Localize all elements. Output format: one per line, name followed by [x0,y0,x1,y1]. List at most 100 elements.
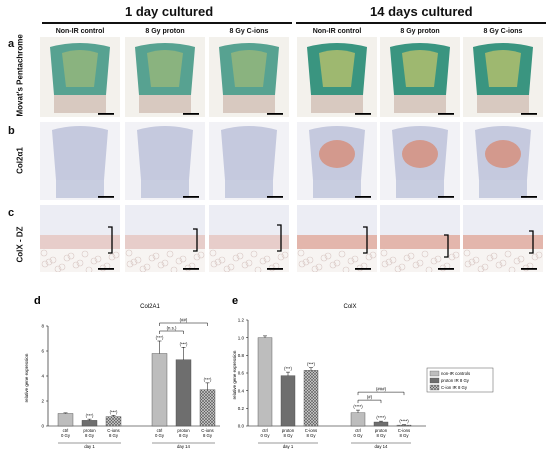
bar [280,375,296,427]
micrograph-colx-tile [40,205,120,272]
y-tick-label: 6 [41,349,44,354]
category-label: ctrl [355,428,361,433]
group-label: day 14 [375,444,389,449]
significance-label: (***) [284,366,292,371]
legend-swatch [429,370,440,377]
column-header: 8 Gy C-ions [483,28,523,35]
significance-label: (***) [204,377,212,382]
chart-col2a1: d Col2A1 relative gene expression 0 2 4 6 8 c… [24,295,220,449]
panel-letter-e: e [232,295,238,307]
comparison-label: (n.s.) [167,326,177,331]
chart-colx: e ColX relative gene expression 0.0 0.2 0.… [232,295,494,449]
bar [81,420,98,427]
group-underline-1day [42,22,292,24]
category-label: ctrl [157,428,163,433]
column-header: Non-IR control [55,28,105,35]
row-label-colx: ColX - DZ [15,226,25,263]
category-label: 0 Gy [61,433,71,438]
micrograph-col2-tile [209,122,289,200]
micrograph-movat-tile [40,37,120,117]
chart-title: Col2A1 [140,304,160,310]
y-tick-label: 0.6 [238,371,245,376]
bar [303,370,319,427]
category-label: 8 Gy [399,433,409,438]
micrograph-movat-tile [463,37,543,117]
group-label: day 1 [283,444,294,449]
micrograph-colx-tile [463,205,543,272]
category-label: 8 Gy [85,433,95,438]
micrograph-col2-tile [40,122,120,200]
category-label: proton [177,428,190,433]
column-header: 8 Gy proton [145,28,185,35]
significance-label: (***) [156,335,164,340]
y-tick-label: 1.2 [238,318,245,323]
column-header: 8 Gy proton [400,28,440,35]
y-tick-label: 2 [41,399,44,404]
group-label: day 14 [177,444,191,449]
comparison-label: (###) [376,387,387,392]
chart-title: ColX [343,304,356,310]
row-label-col2a1: Col2α1 [15,147,25,174]
category-label: 8 Gy [283,433,293,438]
category-label: 8 Gy [306,433,316,438]
micrograph-movat-tile [125,37,205,117]
y-tick-label: 0 [41,424,44,429]
column-header: Non-IR control [312,28,362,35]
category-label: 8 Gy [376,433,386,438]
category-label: proton [83,428,96,433]
category-label: proton [375,428,388,433]
panel-letter-a: a [8,38,15,50]
category-label: 8 Gy [203,433,213,438]
comparison-bracket [357,399,382,404]
group-underline-14days [296,22,546,24]
bar [373,421,389,427]
comparison-bracket [159,330,184,334]
y-tick-label: 0.0 [238,424,245,429]
panel-letter-b: b [8,125,15,137]
category-label: proton [282,428,295,433]
bar [175,359,192,427]
bar [350,412,366,427]
group-title-14days: 14 days cultured [370,4,473,19]
comparison-bracket [357,391,405,396]
micrograph-col2-tile [125,122,205,200]
significance-label: (***) [180,341,188,346]
category-label: 8 Gy [179,433,189,438]
category-label: C-ions [398,428,410,433]
legend-label: proton IR 8 Gy [441,378,470,383]
category-label: C-ions [305,428,317,433]
significance-label: (****) [399,419,409,424]
column-header: 8 Gy C-ions [229,28,269,35]
category-label: C-ions [107,428,119,433]
significance-label: (***) [110,409,118,414]
significance-label: (***) [307,362,315,367]
category-label: 0 Gy [353,433,363,438]
y-tick-label: 8 [41,324,44,329]
category-label: ctrl [63,428,69,433]
legend-label: C-ion IR 8 Gy [441,385,468,390]
micrograph-movat-tile [380,37,460,117]
category-label: 8 Gy [109,433,119,438]
category-label: 0 Gy [155,433,165,438]
comparison-label: (#) [367,395,373,400]
panel-letter-d: d [34,295,41,307]
micrograph-colx-tile [209,205,289,272]
significance-label: (***) [86,413,94,418]
bar [105,416,122,427]
y-tick-label: 4 [41,374,44,379]
comparison-bracket [159,322,208,326]
y-tick-label: 0.8 [238,353,245,358]
legend-swatch [429,384,440,391]
bar [396,424,412,427]
micrograph-colx-tile [380,205,460,272]
micrograph-colx-tile [297,205,377,272]
panel-letter-c: c [8,207,15,219]
group-label: day 1 [84,444,95,449]
group-title-1day: 1 day cultured [125,4,214,19]
significance-label: (****) [353,404,363,409]
bar [257,337,273,427]
micrograph-movat-tile [297,37,377,117]
category-label: 0 Gy [260,433,270,438]
significance-label: (****) [376,415,386,420]
micrograph-col2-tile [380,122,460,200]
